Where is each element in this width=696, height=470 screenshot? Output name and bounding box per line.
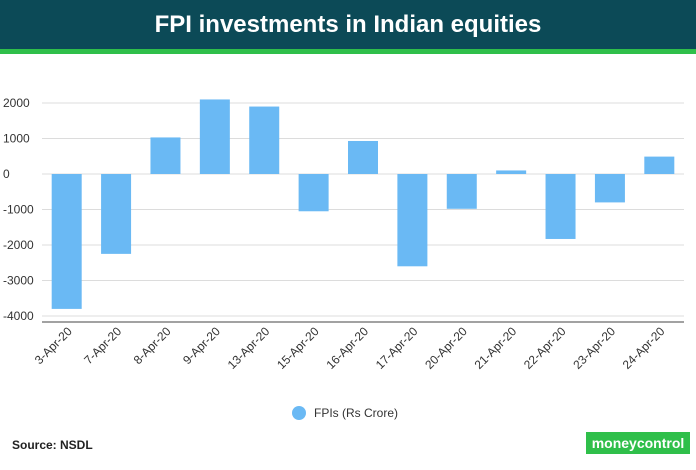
page-title: FPI investments in Indian equities xyxy=(154,11,542,38)
bar xyxy=(199,99,230,174)
y-tick-label: -1000 xyxy=(3,203,34,217)
bar xyxy=(545,174,576,239)
y-tick-label: -3000 xyxy=(3,274,34,288)
y-tick-label: 1000 xyxy=(3,132,30,146)
x-tick-label: 17-Apr-20 xyxy=(373,324,421,372)
x-tick-label: 9-Apr-20 xyxy=(180,324,223,367)
y-tick-label: 0 xyxy=(3,167,10,181)
bar xyxy=(101,174,132,254)
x-tick-label: 3-Apr-20 xyxy=(32,324,75,367)
x-tick-label: 16-Apr-20 xyxy=(323,324,371,372)
header-bar xyxy=(0,0,696,49)
bar xyxy=(594,174,625,203)
bar xyxy=(348,140,378,174)
bar xyxy=(249,106,280,174)
moneycontrol-logo: moneycontrol xyxy=(586,432,690,454)
bar xyxy=(397,174,428,267)
x-tick-label: 23-Apr-20 xyxy=(570,324,618,372)
bar xyxy=(51,174,82,309)
bar xyxy=(298,174,329,212)
y-tick-label: -4000 xyxy=(3,309,34,323)
x-tick-label: 15-Apr-20 xyxy=(274,324,322,372)
y-tick-label: -2000 xyxy=(3,238,34,252)
bar xyxy=(446,174,477,209)
x-tick-label: 21-Apr-20 xyxy=(472,324,520,372)
legend-swatch-icon xyxy=(292,406,306,420)
bar xyxy=(150,137,181,174)
x-tick-label: 22-Apr-20 xyxy=(521,324,569,372)
x-tick-label: 8-Apr-20 xyxy=(131,324,174,367)
legend-label: FPIs (Rs Crore) xyxy=(314,406,398,420)
header-accent-stripe xyxy=(0,49,696,54)
x-tick-label: 13-Apr-20 xyxy=(225,324,273,372)
x-tick-label: 24-Apr-20 xyxy=(620,324,668,372)
x-tick-label: 20-Apr-20 xyxy=(422,324,470,372)
bar xyxy=(496,170,527,174)
x-tick-label: 7-Apr-20 xyxy=(81,324,124,367)
source-note: Source: NSDL xyxy=(12,438,93,452)
bar xyxy=(644,156,675,174)
chart-legend: FPIs (Rs Crore) xyxy=(292,403,398,423)
y-tick-label: 2000 xyxy=(3,96,30,110)
